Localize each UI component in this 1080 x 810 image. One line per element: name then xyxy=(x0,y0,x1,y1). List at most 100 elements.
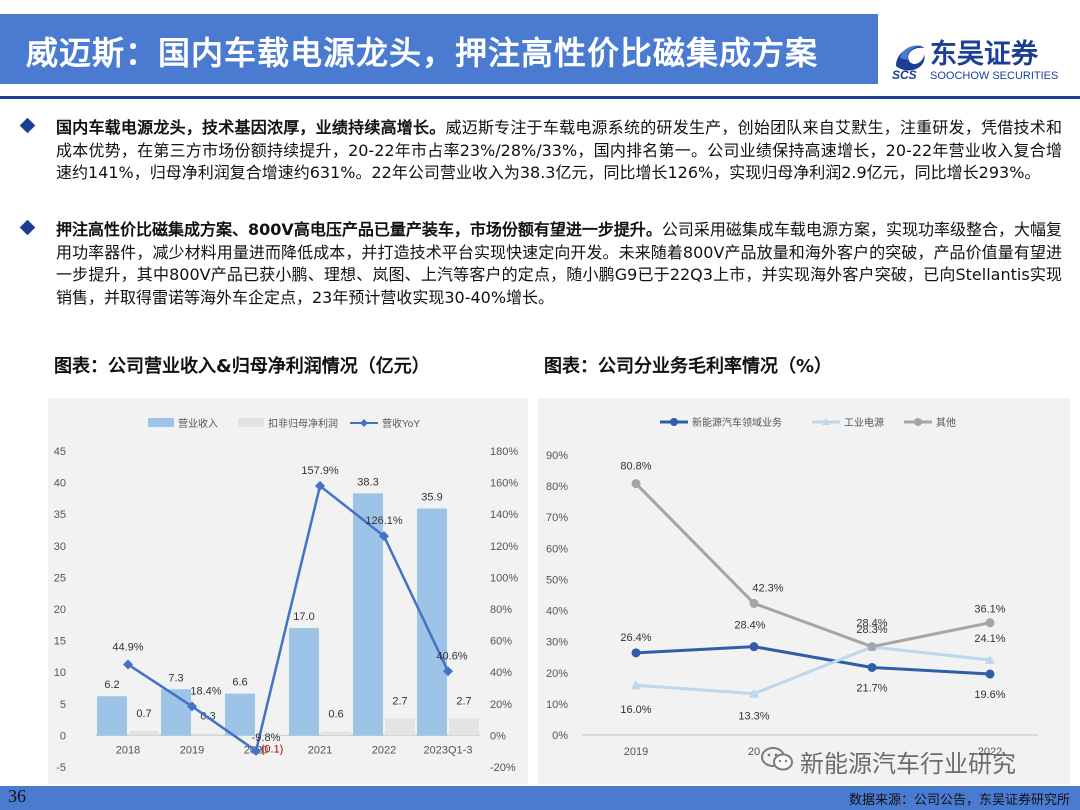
profit-bar xyxy=(385,718,415,736)
legend-marker xyxy=(914,418,922,426)
legend-label: 工业电源 xyxy=(844,416,884,429)
x-tick-label: 2019 xyxy=(624,746,648,758)
legend-label: 新能源汽车领域业务 xyxy=(692,416,782,429)
revenue-bar-label: 38.3 xyxy=(357,476,378,488)
title-bar: 威迈斯：国内车载电源龙头，押注高性价比磁集成方案 xyxy=(0,14,878,84)
profit-bar-label: 0.7 xyxy=(136,708,151,720)
profit-bar-label: 2.7 xyxy=(392,695,407,707)
series-point xyxy=(631,479,641,489)
y-tick-label: 50% xyxy=(546,574,568,586)
profit-bar xyxy=(321,731,351,736)
yoy-point-label: 40.6% xyxy=(436,650,467,662)
legend-label-revenue: 营业收入 xyxy=(178,417,218,430)
series-point xyxy=(631,648,641,658)
series-point xyxy=(749,688,759,698)
y2-tick-label: 100% xyxy=(490,572,518,584)
series-line xyxy=(635,645,991,676)
logo-scs-text: SCS xyxy=(892,68,917,82)
profit-bar xyxy=(257,735,287,737)
y2-tick-label: 140% xyxy=(490,509,518,521)
profit-bar xyxy=(449,718,479,736)
series-point-label: 21.7% xyxy=(856,682,887,694)
y-tick-label: 20 xyxy=(54,604,66,616)
legend-swatch-profit xyxy=(238,418,264,427)
revenue-bar-label: 17.0 xyxy=(293,611,314,623)
data-source: 数据来源：公司公告，东吴证券研究所 xyxy=(848,793,1070,808)
series-point-label: 80.8% xyxy=(620,461,651,473)
bullet-2-lead: 押注高性价比磁集成方案、800V高电压产品已量产装车，市场份额有望进一步提升。 xyxy=(56,220,662,239)
series-point-label: 28.4% xyxy=(856,618,887,630)
bullet-1-body: 威迈斯专注于车载电源系统的研发生产，创始团队来自艾默生，注重研发，凭借技术和成本… xyxy=(56,118,1062,182)
y-tick-label: 0 xyxy=(60,730,66,742)
x-tick-label: 2022 xyxy=(978,746,1002,758)
legend-label-profit: 扣非归母净利润 xyxy=(268,417,338,430)
yoy-point-label: 126.1% xyxy=(365,515,403,527)
yoy-point xyxy=(187,701,197,712)
revenue-bar xyxy=(417,508,447,736)
series-point xyxy=(985,655,995,665)
y-tick-label: 40% xyxy=(546,606,568,618)
bullet-1: 国内车载电源龙头，技术基因浓厚，业绩持续高增长。威迈斯专注于车载电源系统的研发生… xyxy=(19,117,1062,185)
gross-margin-chart: 0% 10% 20% 30% 40% 50% 60% 70% 80% 90% 2019 20 2022 2… xyxy=(546,416,1038,758)
yoy-point-label: 157.9% xyxy=(301,465,339,477)
y-tick-label: -5 xyxy=(56,762,66,774)
y-tick-label: 35 xyxy=(54,509,66,521)
watermark-text: 新能源汽车行业研究 xyxy=(800,750,1016,778)
series-point-label: 26.4% xyxy=(620,632,651,644)
y-tick-label: 70% xyxy=(546,512,568,524)
legend-marker xyxy=(822,418,830,425)
left-chart-background xyxy=(48,398,528,784)
series-point xyxy=(749,642,759,652)
series-point-label: 28.3% xyxy=(856,624,887,636)
y-tick-label: 45 xyxy=(54,446,66,458)
yoy-point xyxy=(443,666,453,677)
series-point xyxy=(985,669,995,679)
y-tick-label: 0% xyxy=(552,730,568,742)
y2-tick-label: 0% xyxy=(490,730,506,742)
series-point-label: 13.3% xyxy=(738,711,769,723)
series-point xyxy=(867,662,877,672)
series-point-label: 19.6% xyxy=(974,689,1005,701)
yoy-point-label: 44.9% xyxy=(112,641,143,653)
y2-tick-label: -20% xyxy=(490,762,516,774)
y-tick-label: 90% xyxy=(546,450,568,462)
series-line xyxy=(634,482,991,649)
y-tick-label: 80% xyxy=(546,481,568,493)
yoy-point xyxy=(379,531,389,542)
y-tick-label: 5 xyxy=(60,699,66,711)
x-tick-label: 2019 xyxy=(180,744,204,756)
logo-name-en: SOOCHOW SECURITIES xyxy=(930,70,1059,82)
revenue-bar-label: 7.3 xyxy=(168,672,183,684)
revenue-bar xyxy=(353,493,383,736)
profit-bar-label: 0.6 xyxy=(328,709,343,721)
x-tick-label: 20 xyxy=(748,746,760,758)
page-title: 威迈斯：国内车载电源龙头，押注高性价比磁集成方案 xyxy=(26,34,819,72)
revenue-bar-label: 35.9 xyxy=(421,492,442,504)
revenue-profit-chart: -5 0 5 10 15 20 25 30 35 40 45 -20% 0% 20% 40% 60% 80% 10… xyxy=(54,417,519,774)
series-point xyxy=(985,618,995,628)
y-tick-label: 30 xyxy=(54,541,66,553)
y2-tick-label: 80% xyxy=(490,604,512,616)
profit-bar-label: (0.1) xyxy=(261,743,284,755)
revenue-bar xyxy=(289,627,319,736)
revenue-bar-label: 6.6 xyxy=(232,677,247,689)
revenue-bar xyxy=(97,696,127,736)
wechat-icon xyxy=(761,747,793,771)
y2-tick-label: 160% xyxy=(490,478,518,490)
series-point-label: 42.3% xyxy=(752,582,783,594)
diamond-bullet-icon xyxy=(19,117,36,134)
legend-marker-yoy xyxy=(360,419,368,427)
legend-label-yoy: 营收YoY xyxy=(382,417,420,430)
yoy-point xyxy=(251,745,261,756)
y-tick-label: 10% xyxy=(546,699,568,711)
bullet-1-lead: 国内车载电源龙头，技术基因浓厚，业绩持续高增长。 xyxy=(56,118,446,137)
y-tick-label: 10 xyxy=(54,667,66,679)
profit-bar xyxy=(193,733,223,736)
diamond-bullet-icon xyxy=(19,219,36,236)
series-line xyxy=(635,645,991,696)
x-tick-label: 2021 xyxy=(308,744,332,756)
x-tick-label: 2022 xyxy=(372,744,396,756)
watermark: 新能源汽车行业研究 xyxy=(760,744,1016,779)
y2-tick-label: 20% xyxy=(490,699,512,711)
y-tick-label: 40 xyxy=(54,478,66,490)
